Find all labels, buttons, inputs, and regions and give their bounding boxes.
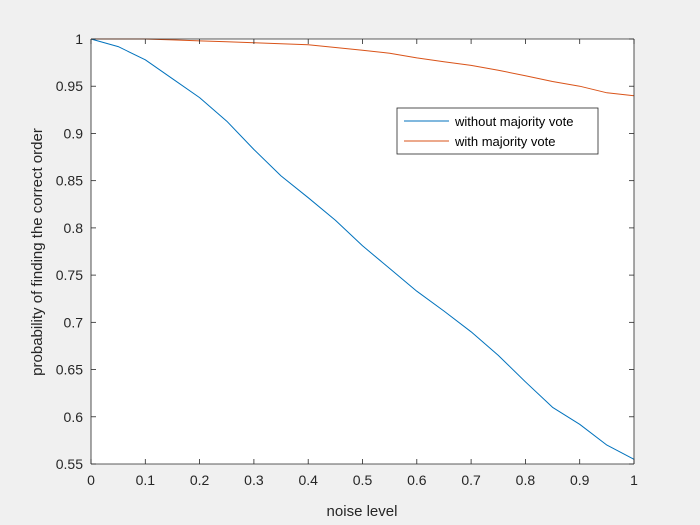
x-tick-label: 0.8 [516, 472, 536, 488]
x-tick-label: 0.4 [298, 472, 318, 488]
legend-label-with-majority-vote: with majority vote [454, 134, 555, 149]
y-tick-label: 0.7 [64, 314, 84, 330]
y-tick-label: 0.85 [56, 173, 83, 189]
y-axis-title: probability of finding the correct order [29, 128, 46, 376]
y-tick-label: 0.65 [56, 362, 83, 378]
x-tick-label: 0.6 [407, 472, 427, 488]
legend-box [396, 107, 599, 155]
plot-area [91, 39, 634, 464]
x-tick-label: 0.7 [461, 472, 481, 488]
series-line-with-majority-vote [91, 38, 635, 97]
series-line-without-majority-vote [90, 38, 635, 460]
x-axis-title: noise level [327, 503, 398, 520]
x-tick-label: 1 [630, 472, 638, 488]
series-layer [90, 38, 635, 460]
y-tick-label: 0.75 [56, 267, 83, 283]
y-tick-label: 0.8 [64, 220, 84, 236]
x-tick-label: 0.5 [353, 472, 373, 488]
ticks-layer: 0 0.1 0.2 0.3 0.4 0.5 0.6 0.7 0.8 0.9 1 0.55 0.6 0.65… [56, 31, 638, 488]
y-tick-label: 0.95 [56, 78, 83, 94]
x-tick-label: 0 [87, 472, 95, 488]
y-tick-label: 0.6 [64, 409, 84, 425]
x-tick-label: 0.1 [136, 472, 156, 488]
x-tick-label: 0.2 [190, 472, 210, 488]
y-tick-label: 0.9 [64, 125, 84, 141]
y-tick-label: 1 [75, 31, 83, 47]
legend-label-without-majority-vote: without majority vote [454, 114, 574, 129]
x-tick-label: 0.3 [244, 472, 264, 488]
y-tick-label: 0.55 [56, 456, 83, 472]
x-tick-label: 0.9 [570, 472, 590, 488]
legend: without majority vote with majority vote [396, 107, 599, 155]
